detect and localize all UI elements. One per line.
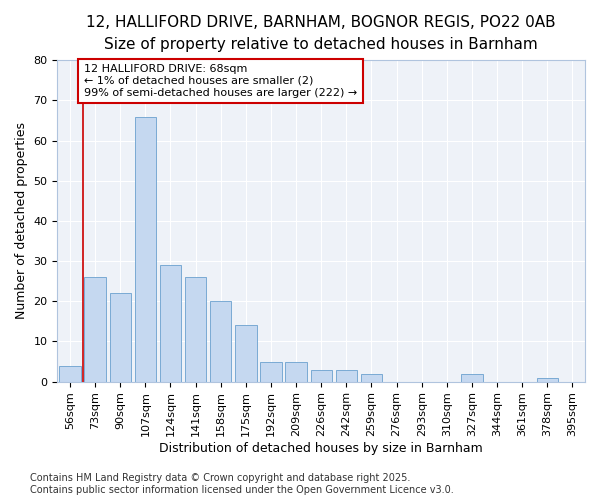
Bar — [134, 116, 156, 382]
Bar — [160, 265, 181, 382]
Bar — [286, 362, 307, 382]
Bar — [260, 362, 281, 382]
Bar — [210, 302, 232, 382]
X-axis label: Distribution of detached houses by size in Barnham: Distribution of detached houses by size … — [160, 442, 483, 455]
Bar — [335, 370, 357, 382]
Text: 12 HALLIFORD DRIVE: 68sqm
← 1% of detached houses are smaller (2)
99% of semi-de: 12 HALLIFORD DRIVE: 68sqm ← 1% of detach… — [84, 64, 357, 98]
Bar — [185, 277, 206, 382]
Title: 12, HALLIFORD DRIVE, BARNHAM, BOGNOR REGIS, PO22 0AB
Size of property relative t: 12, HALLIFORD DRIVE, BARNHAM, BOGNOR REG… — [86, 15, 556, 52]
Bar — [311, 370, 332, 382]
Bar — [361, 374, 382, 382]
Y-axis label: Number of detached properties: Number of detached properties — [15, 122, 28, 320]
Bar — [235, 326, 257, 382]
Bar — [85, 277, 106, 382]
Bar — [59, 366, 80, 382]
Text: Contains HM Land Registry data © Crown copyright and database right 2025.
Contai: Contains HM Land Registry data © Crown c… — [30, 474, 454, 495]
Bar — [110, 293, 131, 382]
Bar — [536, 378, 558, 382]
Bar — [461, 374, 482, 382]
